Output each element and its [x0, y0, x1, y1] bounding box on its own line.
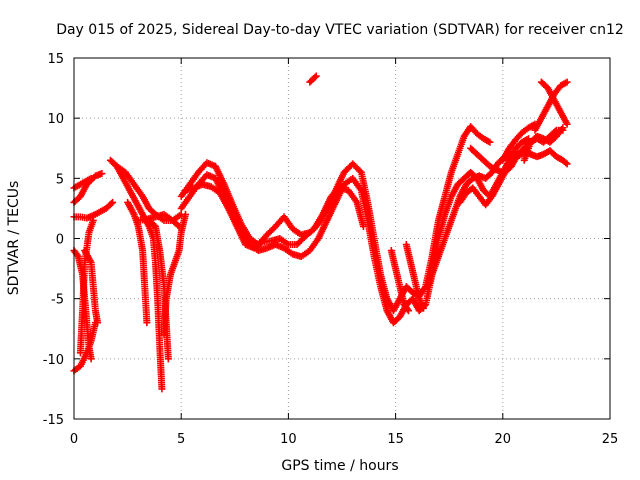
data-point	[419, 304, 427, 312]
y-tick-label: -15	[43, 413, 64, 428]
data-point	[73, 251, 81, 259]
data-point	[89, 216, 97, 224]
x-tick-label: 15	[387, 432, 404, 447]
data-points	[70, 72, 571, 393]
data-point	[486, 138, 494, 146]
data-point	[98, 170, 106, 178]
y-tick-label: -10	[43, 353, 64, 368]
data-point	[499, 168, 507, 176]
data-point	[87, 355, 95, 363]
axis-ticks: 0 5 10 15 20 25 -15 -10 -5 0 5 10 15	[43, 52, 619, 447]
data-point	[107, 200, 115, 208]
x-axis-title: GPS time / hours	[281, 458, 398, 474]
data-point	[158, 385, 166, 393]
data-point	[403, 305, 411, 313]
data-point	[563, 160, 571, 168]
data-point	[143, 319, 151, 327]
data-point	[181, 210, 189, 218]
data-point	[312, 72, 320, 80]
data-point	[311, 73, 319, 81]
x-tick-label: 25	[602, 432, 619, 447]
data-point	[559, 124, 567, 132]
data-point	[164, 355, 172, 363]
data-point	[94, 319, 102, 327]
y-tick-label: 0	[56, 233, 64, 248]
y-tick-label: 15	[47, 52, 64, 67]
data-point	[175, 222, 183, 230]
data-point	[563, 120, 571, 128]
data-point	[87, 174, 95, 182]
data-point	[174, 221, 182, 229]
y-axis-title: SDTVAR / TECUs	[6, 181, 22, 296]
data-point	[563, 78, 571, 86]
x-tick-label: 10	[280, 432, 297, 447]
y-tick-label: 5	[56, 172, 64, 187]
x-tick-label: 20	[495, 432, 512, 447]
data-point	[404, 307, 412, 315]
x-tick-label: 5	[177, 432, 185, 447]
data-point	[562, 159, 570, 167]
chart-title: Day 015 of 2025, Sidereal Day-to-day VTE…	[56, 22, 624, 38]
x-tick-label: 0	[70, 432, 78, 447]
y-tick-label: -5	[51, 293, 64, 308]
data-point	[356, 167, 364, 175]
y-tick-label: 10	[47, 112, 64, 127]
data-point	[359, 222, 367, 230]
data-point	[109, 198, 117, 206]
